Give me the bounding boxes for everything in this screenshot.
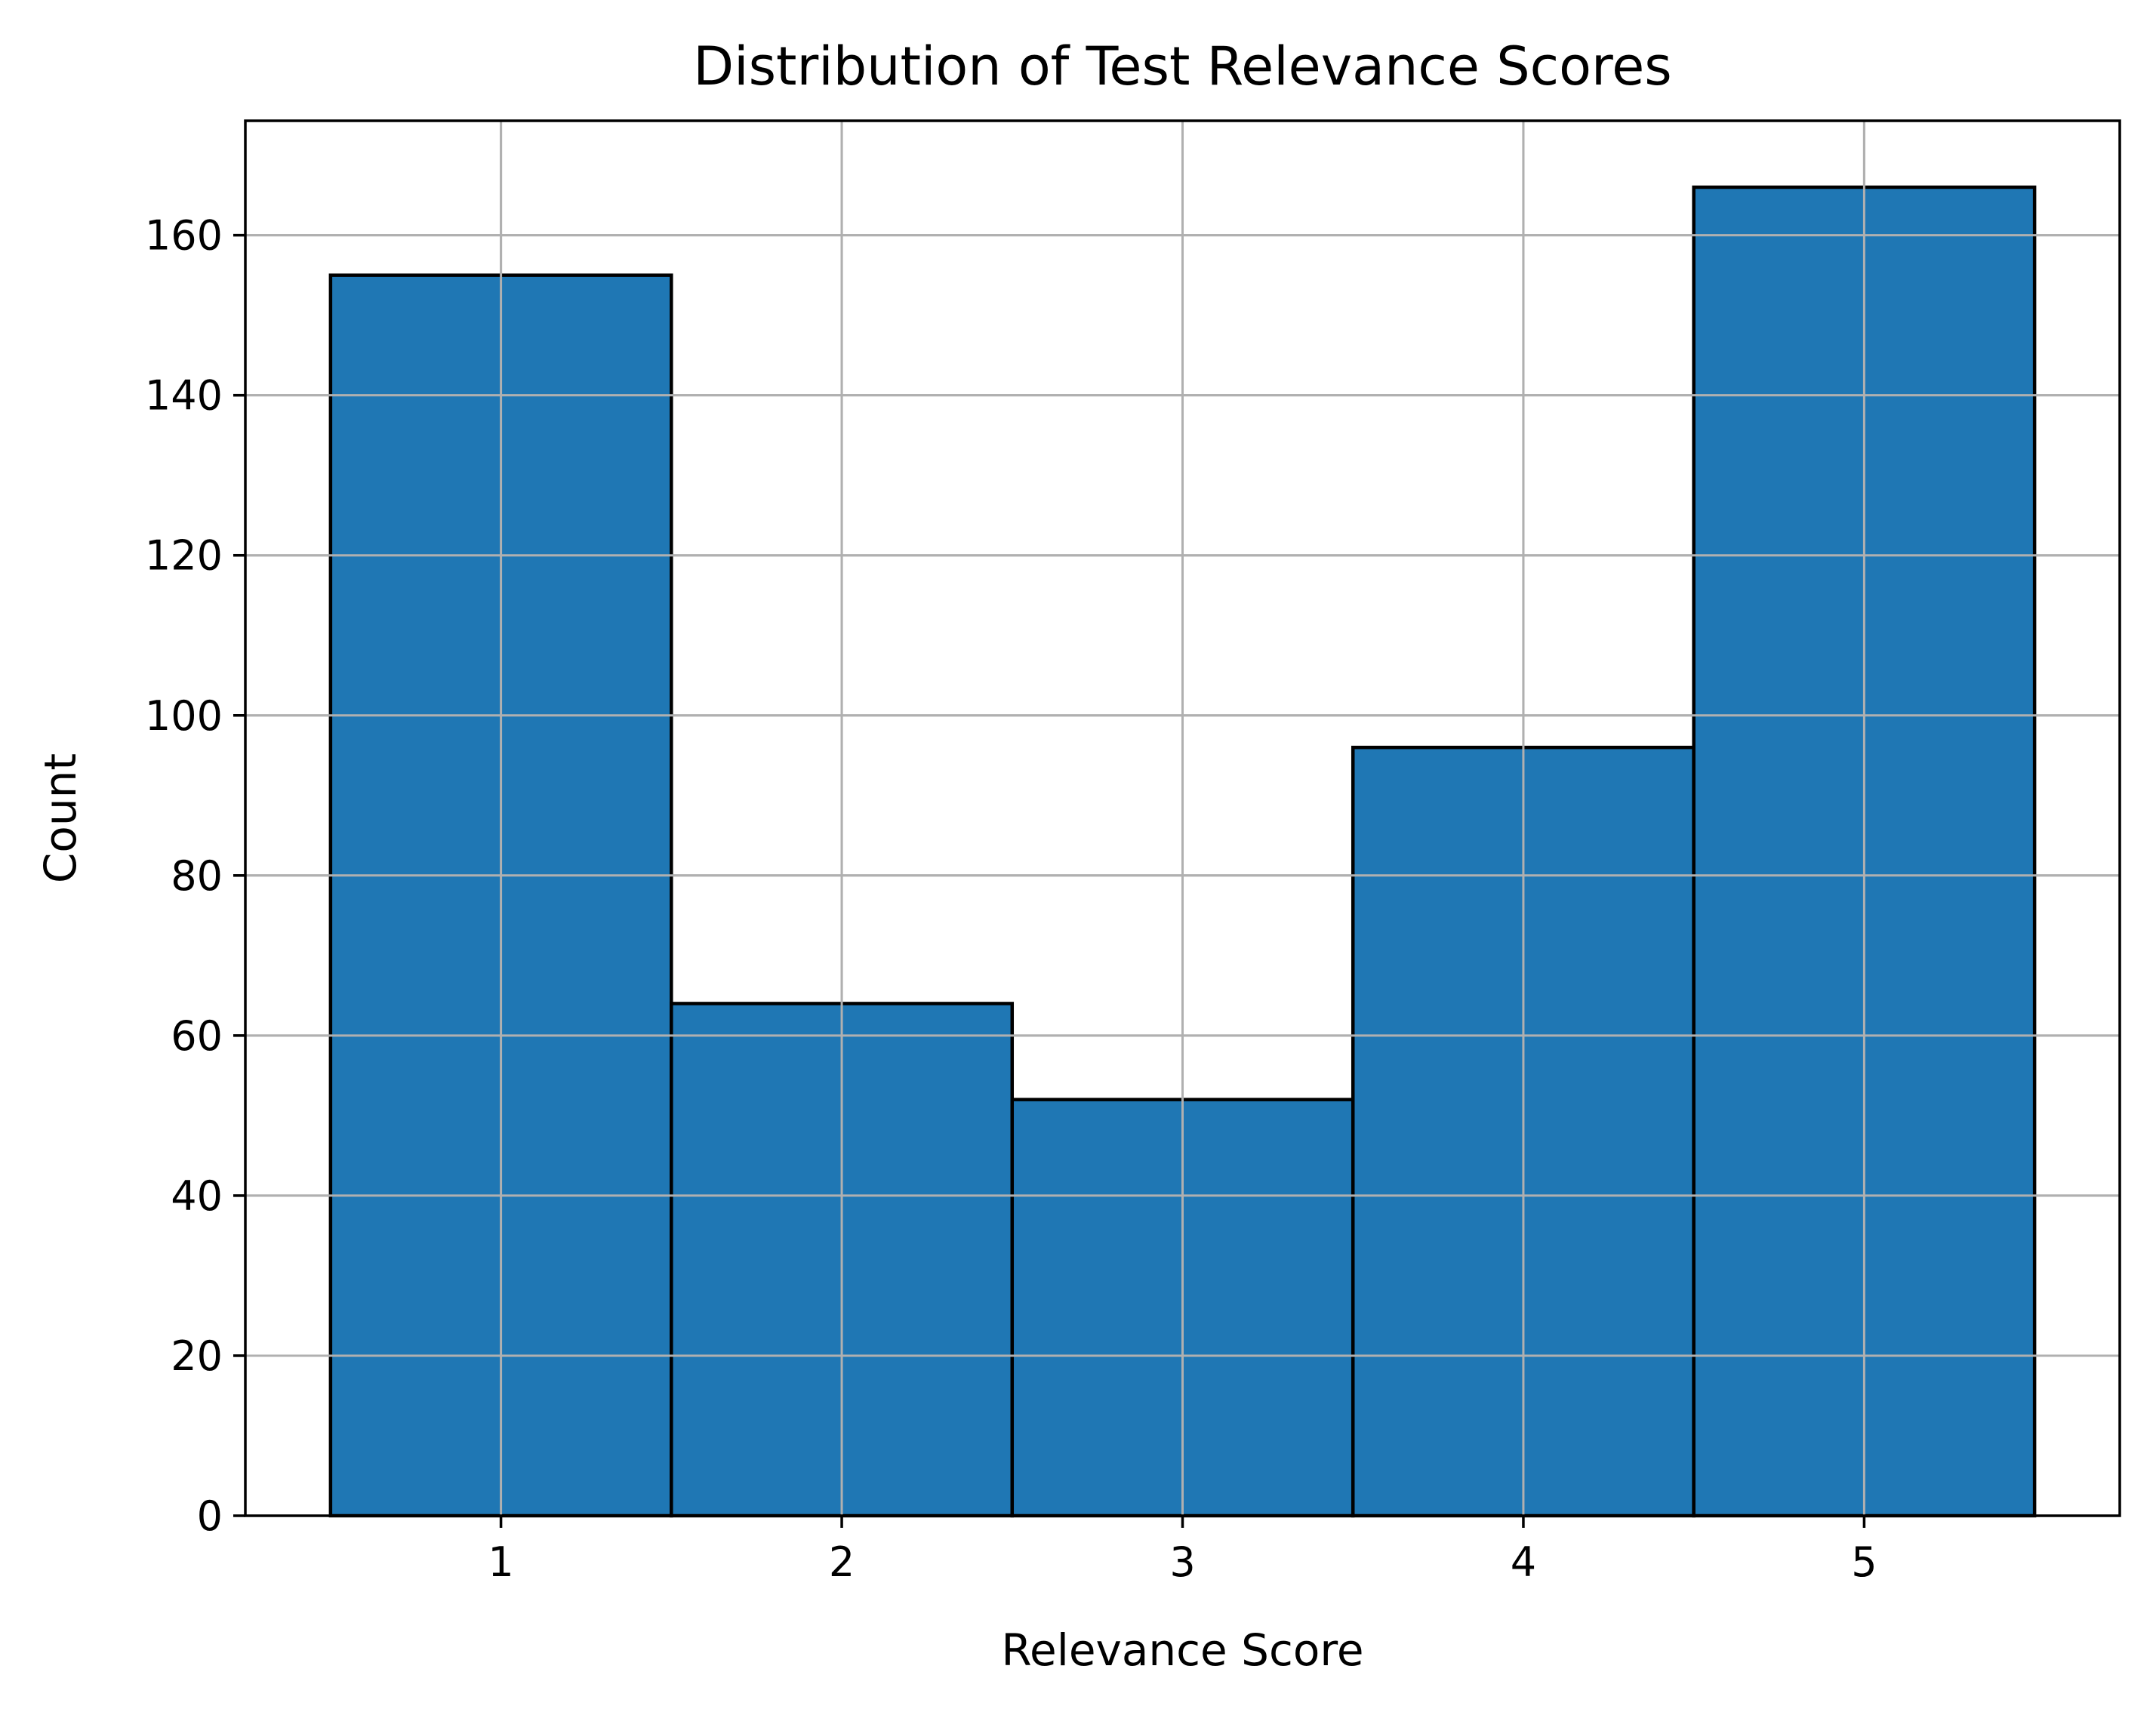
y-tick-label-100: 100 [145, 692, 223, 740]
y-tick-label-140: 140 [145, 372, 223, 420]
y-axis-label: Count [35, 753, 86, 883]
x-tick-label-2: 2 [829, 1538, 855, 1586]
y-tick-label-60: 60 [171, 1012, 223, 1060]
x-tick-label-3: 3 [1169, 1538, 1195, 1586]
bars [245, 121, 2120, 1518]
y-tick-label-0: 0 [197, 1492, 223, 1540]
y-tick-label-160: 160 [145, 212, 223, 260]
y-tick-label-80: 80 [171, 852, 223, 900]
x-axis-label: Relevance Score [1001, 1624, 1363, 1676]
y-tick-label-40: 40 [171, 1172, 223, 1220]
y-axis-ticks: 0 20 40 60 80 100 120 140 160 [145, 212, 245, 1540]
chart-title: Distribution of Test Relevance Scores [693, 35, 1672, 97]
y-tick-label-20: 20 [171, 1332, 223, 1380]
x-axis-ticks: 1 2 3 4 5 [488, 1516, 1877, 1586]
x-tick-label-4: 4 [1511, 1538, 1536, 1586]
x-tick-label-5: 5 [1851, 1538, 1877, 1586]
y-tick-label-120: 120 [145, 532, 223, 580]
x-tick-label-1: 1 [488, 1538, 513, 1586]
